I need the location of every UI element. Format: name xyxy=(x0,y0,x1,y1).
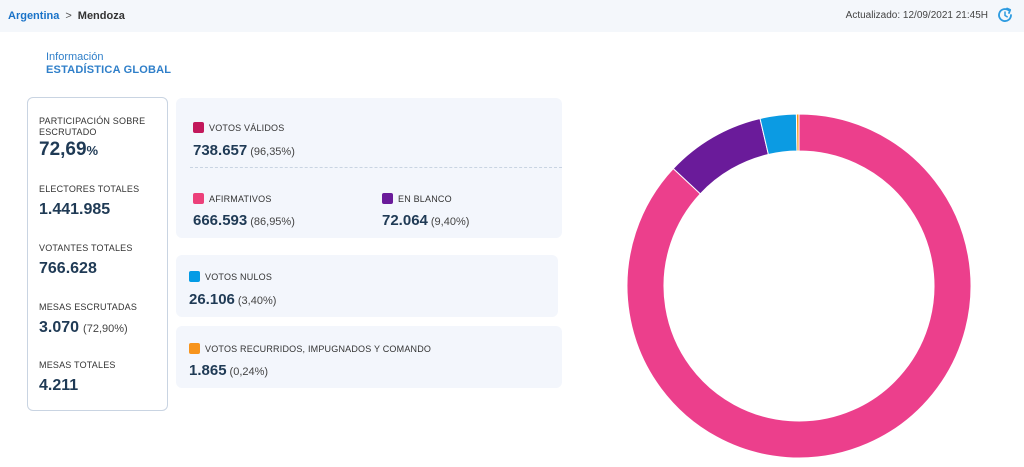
participacion-label-line1: PARTICIPACIÓN SOBRE xyxy=(39,116,146,126)
votos-nulos-card: VOTOS NULOS 26.106 (3,40%) xyxy=(176,255,558,317)
participacion-number: 72,69 xyxy=(39,139,87,160)
top-bar: Argentina > Mendoza Actualizado: 12/09/202… xyxy=(0,0,1024,32)
mesas-totales-value: 4.211 xyxy=(39,377,79,394)
votos-recurridos-number: 1.865 xyxy=(189,362,227,379)
mesas-escrutadas-pct: (72,90%) xyxy=(83,323,128,335)
summary-panel: PARTICIPACIÓN SOBRE ESCRUTADO 72,69% ELE… xyxy=(27,97,168,411)
votos-nulos-pct: (3,40%) xyxy=(237,295,277,307)
votantes-label: VOTANTES TOTALES xyxy=(39,243,133,253)
en-blanco-swatch xyxy=(382,193,393,204)
votos-validos-pct: (96,35%) xyxy=(250,146,295,158)
afirmativos-swatch xyxy=(193,193,204,204)
breadcrumb: Argentina > Mendoza xyxy=(8,10,125,22)
afirmativos-pct: (86,95%) xyxy=(250,216,295,228)
votos-validos-value: 738.657 (96,35%) xyxy=(193,142,295,159)
participacion-unit: % xyxy=(86,143,99,158)
votos-nulos-value: 26.106 (3,40%) xyxy=(189,291,276,308)
electores-label: ELECTORES TOTALES xyxy=(39,184,140,194)
participacion-label: PARTICIPACIÓN SOBRE ESCRUTADO xyxy=(39,116,145,138)
afirmativos-label: AFIRMATIVOS xyxy=(193,193,272,204)
votos-recurridos-swatch xyxy=(189,343,200,354)
votos-recurridos-label: VOTOS RECURRIDOS, IMPUGNADOS Y COMANDO xyxy=(189,343,431,354)
votos-validos-swatch xyxy=(193,122,204,133)
votos-validos-card: VOTOS VÁLIDOS 738.657 (96,35%) AFIRMATIVO… xyxy=(176,98,562,238)
votos-validos-label-text: VOTOS VÁLIDOS xyxy=(209,122,285,133)
breadcrumb-country-link[interactable]: Argentina xyxy=(8,10,60,22)
votos-nulos-label: VOTOS NULOS xyxy=(189,271,272,282)
votos-nulos-number: 26.106 xyxy=(189,291,235,308)
votos-recurridos-pct: (0,24%) xyxy=(229,366,269,378)
afirmativos-number: 666.593 xyxy=(193,212,248,229)
card-divider xyxy=(190,167,562,168)
votos-nulos-label-text: VOTOS NULOS xyxy=(205,271,273,282)
votos-validos-number: 738.657 xyxy=(193,142,248,159)
votes-donut-chart xyxy=(626,113,972,459)
votos-nulos-swatch xyxy=(189,271,200,282)
donut-slice-en-blanco[interactable] xyxy=(672,117,769,195)
en-blanco-number: 72.064 xyxy=(382,212,428,229)
votos-recurridos-label-text: VOTOS RECURRIDOS, IMPUGNADOS Y COMANDO xyxy=(205,343,432,354)
en-blanco-pct: (9,40%) xyxy=(430,216,470,228)
en-blanco-value: 72.064 (9,40%) xyxy=(382,212,469,229)
electores-value: 1.441.985 xyxy=(39,201,111,218)
votos-validos-label: VOTOS VÁLIDOS xyxy=(193,122,284,133)
en-blanco-label: EN BLANCO xyxy=(382,193,452,204)
info-title: Información xyxy=(46,51,104,63)
mesas-escrutadas-value: 3.070 (72,90%) xyxy=(39,319,128,337)
votos-recurridos-value: 1.865 (0,24%) xyxy=(189,362,268,379)
mesas-escrutadas-label: MESAS ESCRUTADAS xyxy=(39,302,138,312)
en-blanco-label-text: EN BLANCO xyxy=(398,193,452,204)
mesas-totales-label: MESAS TOTALES xyxy=(39,360,116,370)
info-subtitle: ESTADÍSTICA GLOBAL xyxy=(46,64,172,76)
mesas-escrutadas-number: 3.070 xyxy=(39,319,80,336)
votantes-value: 766.628 xyxy=(39,260,97,277)
breadcrumb-separator: > xyxy=(65,10,72,22)
participacion-value: 72,69% xyxy=(39,139,98,161)
votos-recurridos-card: VOTOS RECURRIDOS, IMPUGNADOS Y COMANDO 1… xyxy=(176,326,562,388)
afirmativos-value: 666.593 (86,95%) xyxy=(193,212,295,229)
participacion-label-line2: ESCRUTADO xyxy=(39,127,97,137)
donut-slice-votos-recurridos-impugnados-y-comando[interactable] xyxy=(795,113,800,152)
refresh-icon[interactable] xyxy=(996,6,1014,24)
afirmativos-label-text: AFIRMATIVOS xyxy=(209,193,272,204)
updated-timestamp: Actualizado: 12/09/2021 21:45H xyxy=(845,10,988,21)
donut-slice-afirmativos[interactable] xyxy=(626,113,972,459)
breadcrumb-province: Mendoza xyxy=(77,10,125,22)
